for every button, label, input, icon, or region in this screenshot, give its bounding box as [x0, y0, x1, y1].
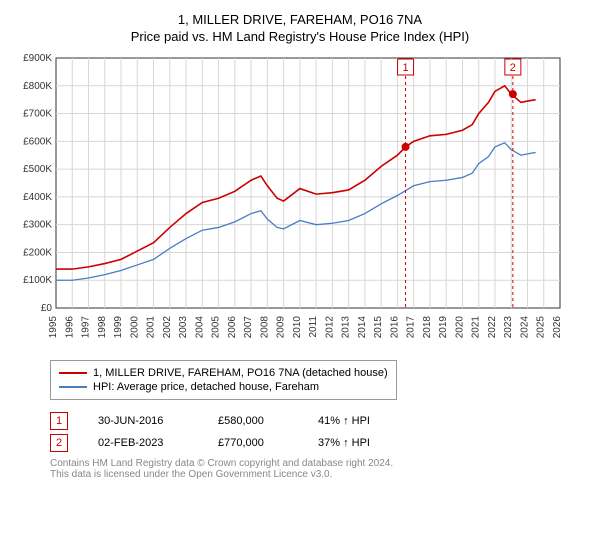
svg-text:2019: 2019: [438, 316, 449, 339]
legend-swatch: [59, 386, 87, 388]
svg-text:£700K: £700K: [23, 109, 52, 120]
chart-container: £0 £100K £200K £300K £400K £500K £600K £700K £80…: [10, 52, 590, 352]
transaction-price: £770,000: [218, 437, 288, 449]
transaction-delta: 37% ↑ HPI: [318, 437, 370, 449]
svg-text:2014: 2014: [357, 316, 368, 339]
svg-text:2016: 2016: [389, 316, 400, 339]
transaction-marker: 2: [50, 434, 68, 452]
svg-text:2026: 2026: [552, 316, 563, 339]
svg-text:£400K: £400K: [23, 192, 52, 203]
title-block: 1, MILLER DRIVE, FAREHAM, PO16 7NA Price…: [10, 12, 590, 44]
transaction-row: 1 30-JUN-2016 £580,000 41% ↑ HPI: [50, 412, 590, 430]
svg-text:2023: 2023: [503, 316, 514, 339]
svg-text:2003: 2003: [178, 316, 189, 339]
svg-text:2024: 2024: [519, 316, 530, 339]
transaction-delta: 41% ↑ HPI: [318, 415, 370, 427]
price-chart: £0 £100K £200K £300K £400K £500K £600K £700K £80…: [10, 52, 570, 352]
svg-text:2: 2: [510, 62, 516, 74]
footer-line2: This data is licensed under the Open Gov…: [50, 469, 590, 480]
svg-text:2025: 2025: [536, 316, 547, 339]
legend: 1, MILLER DRIVE, FAREHAM, PO16 7NA (deta…: [50, 360, 397, 400]
svg-text:£200K: £200K: [23, 247, 52, 258]
svg-text:£300K: £300K: [23, 220, 52, 231]
footer-attribution: Contains HM Land Registry data © Crown c…: [50, 458, 590, 480]
svg-text:£500K: £500K: [23, 164, 52, 175]
svg-text:2015: 2015: [373, 316, 384, 339]
transaction-price: £580,000: [218, 415, 288, 427]
svg-text:2020: 2020: [454, 316, 465, 339]
transaction-date: 30-JUN-2016: [98, 415, 188, 427]
svg-text:2008: 2008: [259, 316, 270, 339]
svg-text:1997: 1997: [81, 316, 92, 339]
transaction-table: 1 30-JUN-2016 £580,000 41% ↑ HPI 2 02-FEB-202…: [50, 412, 590, 452]
svg-text:2009: 2009: [276, 316, 287, 339]
legend-row: HPI: Average price, detached house, Fare…: [59, 381, 388, 393]
svg-text:2004: 2004: [194, 316, 205, 339]
svg-text:2012: 2012: [324, 316, 335, 339]
svg-text:£100K: £100K: [23, 275, 52, 286]
svg-text:2001: 2001: [146, 316, 157, 339]
svg-text:2006: 2006: [227, 316, 238, 339]
legend-label: HPI: Average price, detached house, Fare…: [93, 381, 319, 393]
svg-text:2000: 2000: [129, 316, 140, 339]
svg-text:2018: 2018: [422, 316, 433, 339]
svg-text:£900K: £900K: [23, 53, 52, 64]
svg-text:£600K: £600K: [23, 136, 52, 147]
svg-text:2013: 2013: [341, 316, 352, 339]
svg-text:1: 1: [402, 62, 408, 74]
transaction-row: 2 02-FEB-2023 £770,000 37% ↑ HPI: [50, 434, 590, 452]
legend-swatch: [59, 372, 87, 374]
title-address: 1, MILLER DRIVE, FAREHAM, PO16 7NA: [10, 12, 590, 27]
svg-text:1995: 1995: [48, 316, 59, 339]
svg-text:1999: 1999: [113, 316, 124, 339]
title-subtitle: Price paid vs. HM Land Registry's House …: [10, 29, 590, 44]
svg-text:2007: 2007: [243, 316, 254, 339]
svg-text:£800K: £800K: [23, 81, 52, 92]
legend-row: 1, MILLER DRIVE, FAREHAM, PO16 7NA (deta…: [59, 367, 388, 379]
transaction-marker: 1: [50, 412, 68, 430]
legend-label: 1, MILLER DRIVE, FAREHAM, PO16 7NA (deta…: [93, 367, 388, 379]
svg-text:2022: 2022: [487, 316, 498, 339]
svg-text:2010: 2010: [292, 316, 303, 339]
svg-text:2017: 2017: [406, 316, 417, 339]
svg-text:2011: 2011: [308, 316, 319, 338]
svg-text:1998: 1998: [97, 316, 108, 339]
svg-text:2002: 2002: [162, 316, 173, 339]
svg-text:1996: 1996: [64, 316, 75, 339]
svg-text:2021: 2021: [471, 316, 482, 339]
svg-text:2005: 2005: [211, 316, 222, 339]
footer-line1: Contains HM Land Registry data © Crown c…: [50, 458, 590, 469]
svg-text:£0: £0: [41, 303, 53, 314]
transaction-date: 02-FEB-2023: [98, 437, 188, 449]
